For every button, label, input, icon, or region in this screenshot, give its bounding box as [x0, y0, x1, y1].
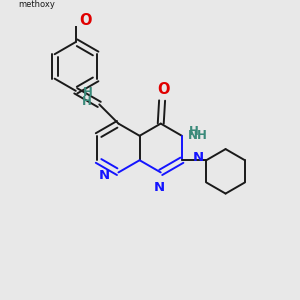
Text: H: H	[82, 95, 92, 108]
Text: methoxy: methoxy	[19, 0, 56, 8]
Text: N: N	[99, 169, 110, 182]
Text: H: H	[82, 86, 92, 99]
Text: O: O	[157, 82, 170, 97]
Text: O: O	[79, 13, 92, 28]
Text: N: N	[154, 181, 165, 194]
Text: NH: NH	[188, 129, 208, 142]
Text: H: H	[189, 125, 199, 138]
Text: N: N	[193, 151, 204, 164]
